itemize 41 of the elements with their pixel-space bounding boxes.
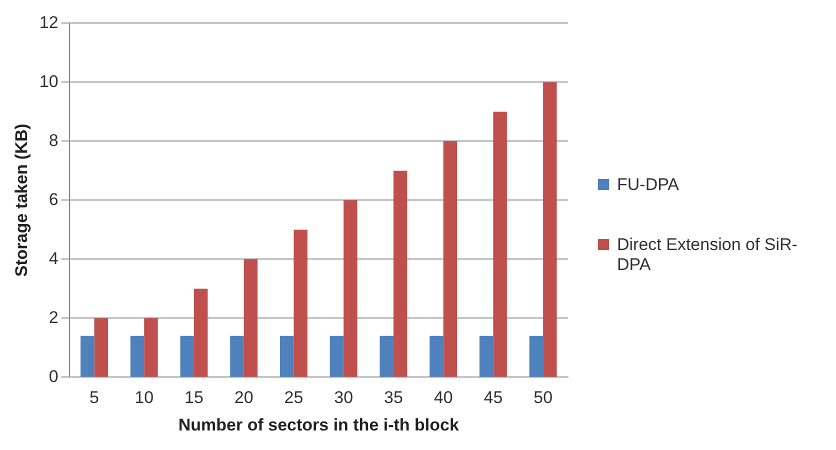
bar <box>380 336 394 377</box>
x-tick-label: 10 <box>134 388 154 408</box>
bar <box>130 336 144 377</box>
bar <box>280 336 294 377</box>
y-tick-label: 4 <box>48 248 58 268</box>
y-tick-label: 6 <box>48 190 58 209</box>
bar <box>330 336 344 377</box>
bar <box>543 82 557 377</box>
y-tick-label: 2 <box>48 308 58 327</box>
x-tick-label: 30 <box>334 388 354 408</box>
y-axis-title: Storage taken (KB) <box>12 124 31 277</box>
bar <box>244 259 258 377</box>
x-tick-label: 25 <box>284 388 304 408</box>
legend-label: FU-DPA <box>617 175 680 195</box>
bar <box>294 230 308 377</box>
bar <box>493 112 507 377</box>
x-tick-label: 15 <box>184 388 204 408</box>
bar <box>529 336 544 377</box>
bar <box>344 200 358 377</box>
y-tick-label: 10 <box>39 72 58 91</box>
bar <box>194 288 208 377</box>
bar <box>443 141 458 377</box>
x-tick-label: 45 <box>484 388 503 408</box>
bar <box>393 170 408 377</box>
bar <box>80 336 94 377</box>
bar <box>144 318 158 377</box>
x-tick-label: 35 <box>384 388 403 408</box>
y-tick-label: 12 <box>39 12 58 32</box>
x-tick-label: 20 <box>234 388 254 408</box>
x-tick-label: 40 <box>434 388 453 408</box>
legend-label: Direct Extension of SiR-DPA <box>617 235 798 275</box>
y-tick-label: 0 <box>48 366 58 386</box>
bar <box>430 336 444 377</box>
x-tick-label: 5 <box>90 388 99 408</box>
bar <box>479 336 494 377</box>
x-tick-label: 50 <box>534 388 553 408</box>
x-axis-title: Number of sectors in the i-th block <box>178 415 460 434</box>
bar <box>230 336 244 377</box>
y-tick-label: 8 <box>48 130 58 150</box>
bar <box>94 318 108 377</box>
bar <box>180 336 194 377</box>
